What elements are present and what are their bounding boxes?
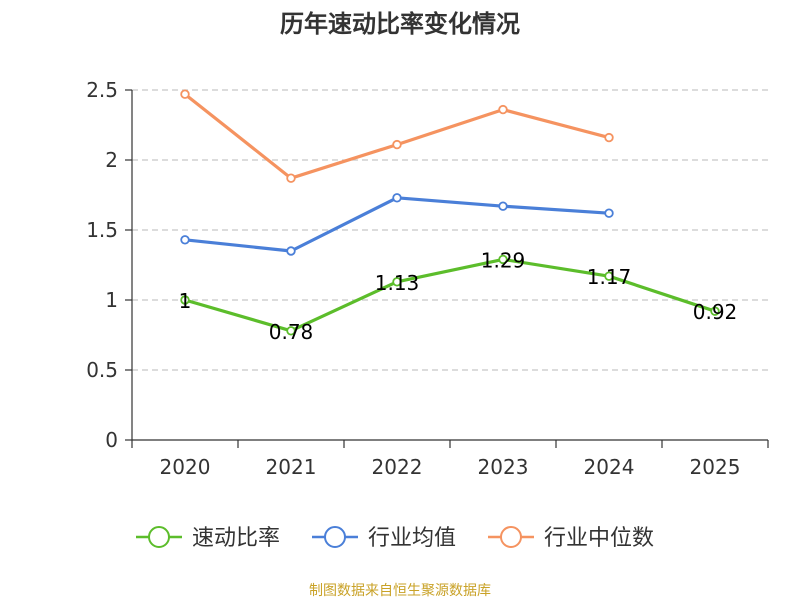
legend-marker — [500, 526, 522, 548]
data-point — [286, 173, 296, 183]
data-point — [392, 277, 402, 287]
data-label: 1 — [179, 289, 192, 313]
source-note: 制图数据来自恒生聚源数据库 — [309, 583, 491, 599]
data-point — [180, 295, 190, 305]
series-line — [184, 257, 716, 333]
x-tick-label: 2021 — [266, 455, 317, 479]
data-point — [604, 208, 614, 218]
data-point — [180, 89, 190, 99]
data-point — [710, 306, 720, 316]
data-point — [604, 271, 614, 281]
data-point — [498, 254, 508, 265]
x-tick-label: 2025 — [690, 455, 741, 479]
data-label: 1.17 — [587, 265, 632, 289]
x-tick-label: 2023 — [478, 455, 529, 479]
y-tick-label: 2 — [105, 148, 118, 172]
legend-label: 行业均值 — [368, 526, 456, 551]
data-point — [286, 246, 296, 256]
data-point — [392, 193, 402, 203]
series-line — [184, 196, 610, 253]
data-point — [604, 132, 614, 143]
x-tick-label: 2022 — [372, 455, 423, 479]
legend-label: 行业中位数 — [544, 526, 654, 551]
data-point — [180, 235, 190, 245]
x-tick-label: 2020 — [160, 455, 211, 479]
chart-title: 历年速动比率变化情况 — [280, 10, 520, 38]
data-label: 1.13 — [375, 271, 420, 295]
data-label: 0.92 — [693, 300, 738, 324]
y-tick-label: 1.5 — [86, 218, 118, 242]
legend-marker — [148, 526, 170, 548]
data-label: 1.29 — [481, 248, 526, 272]
x-tick-label: 2024 — [584, 455, 635, 479]
y-tick-label: 0.5 — [86, 358, 118, 382]
y-tick-label: 2.5 — [86, 78, 118, 102]
y-tick-label: 0 — [105, 428, 118, 452]
data-point — [498, 104, 508, 115]
data-point — [286, 326, 296, 336]
data-label: 0.78 — [269, 320, 314, 344]
legend-label: 速动比率 — [192, 526, 280, 551]
series-line — [184, 92, 610, 180]
data-point — [498, 201, 508, 211]
y-tick-label: 1 — [105, 288, 118, 312]
data-point — [392, 139, 402, 150]
legend-marker — [324, 526, 346, 548]
